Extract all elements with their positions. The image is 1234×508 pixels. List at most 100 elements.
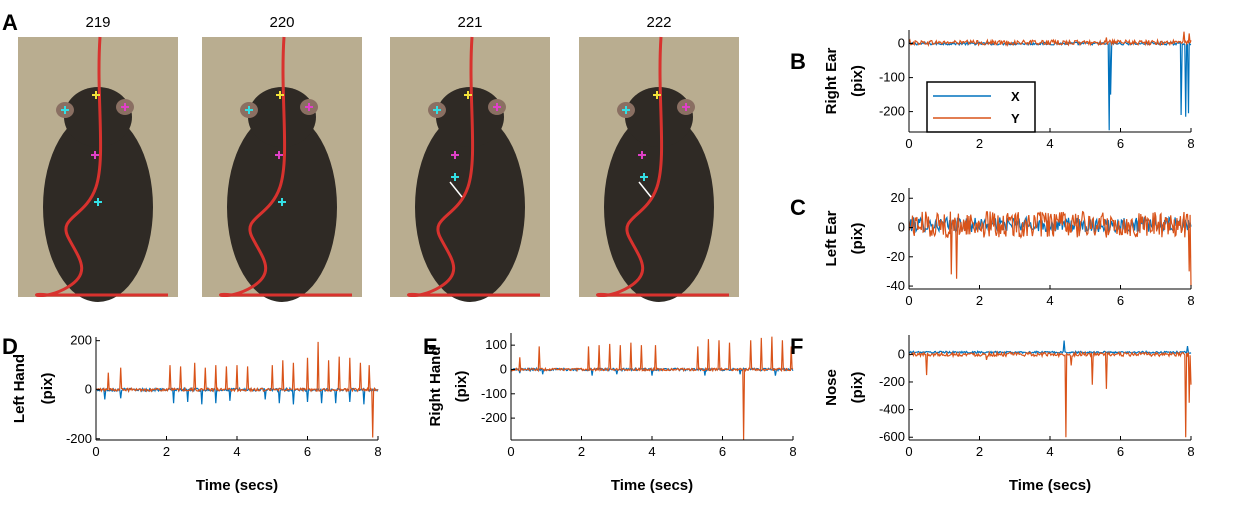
series-y-line [510, 336, 794, 441]
x-tick-label: 6 [304, 444, 311, 459]
mouse-body [227, 112, 337, 302]
y-tick-label: -200 [879, 104, 905, 119]
x-axis-label: Time (secs) [1009, 477, 1091, 494]
marker-nose [653, 91, 661, 99]
y-tick-label: 0 [898, 36, 905, 51]
y-axis-label: Nose [823, 369, 840, 406]
mouse-body [43, 112, 153, 302]
x-tick-label: 8 [789, 444, 796, 459]
y-axis-label: Right Hand [427, 347, 444, 427]
series-x-line [908, 340, 1192, 355]
y-tick-label: -200 [879, 374, 905, 389]
mouse-body [604, 112, 714, 302]
y-tick-label: -400 [879, 402, 905, 417]
marker-left-ear [493, 103, 501, 111]
y-tick-label: 0 [898, 346, 905, 361]
legend-label-y: Y [1011, 111, 1020, 126]
panel-a: A 219 220 221 222 [2, 10, 739, 302]
marker-nose [92, 91, 100, 99]
panel-letter: F [790, 334, 803, 359]
y-axis-label: (pix) [849, 223, 866, 255]
y-tick-label: -600 [879, 429, 905, 444]
hand-displacement-line [638, 181, 652, 198]
series-y-line [908, 210, 1192, 287]
y-tick-label: 0 [500, 361, 507, 376]
legend: XY [926, 81, 1036, 133]
panel-letter: B [790, 49, 806, 74]
legend-box [926, 81, 1036, 133]
frame-219: 219 [18, 14, 178, 302]
frame-number: 220 [269, 14, 294, 31]
marker-right-hand [94, 198, 102, 206]
y-tick-label: -20 [886, 249, 905, 264]
x-tick-label: 6 [1117, 444, 1124, 459]
x-tick-label: 8 [1187, 293, 1194, 308]
x-tick-label: 4 [1046, 136, 1053, 151]
marker-right-ear [245, 106, 253, 114]
y-tick-label: -40 [886, 278, 905, 293]
y-axis-label: Left Ear [823, 210, 840, 266]
panel-letter: E [423, 334, 438, 359]
x-tick-label: 6 [1117, 293, 1124, 308]
x-tick-label: 2 [976, 444, 983, 459]
marker-left-hand [638, 151, 646, 159]
marker-right-hand [278, 198, 286, 206]
marker-right-ear [61, 106, 69, 114]
y-tick-label: -100 [879, 70, 905, 85]
frame-number: 221 [457, 14, 482, 31]
y-tick-label: 20 [891, 190, 905, 205]
marker-left-hand [91, 151, 99, 159]
video-frames: 219 220 221 222 [18, 14, 739, 302]
panel-letter: C [790, 195, 806, 220]
x-tick-label: 0 [905, 444, 912, 459]
x-tick-label: 8 [1187, 136, 1194, 151]
y-tick-label: 100 [485, 337, 507, 352]
chart-b: B 0 2 4 6 8 0 -100 -200 Right Ear (pix) XY [790, 30, 1195, 151]
frame-number: 222 [646, 14, 671, 31]
mouse-tail [407, 36, 540, 298]
y-tick-label: -200 [481, 410, 507, 425]
marker-left-ear [305, 103, 313, 111]
x-tick-label: 4 [1046, 444, 1053, 459]
x-tick-label: 4 [233, 444, 240, 459]
x-tick-label: 2 [976, 136, 983, 151]
chart-f: F 0 2 4 6 8 0 -200 -400 -600 Nose (pix) Time (secs) [790, 334, 1195, 494]
chart-c: C 0 2 4 6 8 20 0 -20 -40 Left Ear (pix) [790, 188, 1195, 308]
x-tick-label: 2 [976, 293, 983, 308]
y-axis-label: (pix) [453, 371, 470, 403]
mouse-tail [596, 36, 729, 298]
y-tick-label: 0 [85, 382, 92, 397]
y-axis-label: (pix) [849, 65, 866, 97]
mouse-head [625, 87, 693, 147]
series-y-line [908, 31, 1192, 48]
mouse-tail [219, 36, 352, 298]
marker-left-hand [451, 151, 459, 159]
x-tick-label: 0 [92, 444, 99, 459]
marker-right-hand [640, 173, 648, 181]
y-tick-label: -200 [66, 431, 92, 446]
frame-221: 221 [390, 14, 550, 302]
marker-nose [464, 91, 472, 99]
y-tick-label: 0 [898, 220, 905, 235]
series-y-line [95, 341, 379, 438]
marker-nose [276, 91, 284, 99]
mouse-head [248, 87, 316, 147]
mouse-head [436, 87, 504, 147]
x-tick-label: 0 [507, 444, 514, 459]
x-tick-label: 4 [648, 444, 655, 459]
x-tick-label: 2 [578, 444, 585, 459]
y-axis-label: Right Ear [823, 48, 840, 115]
y-tick-label: 200 [70, 333, 92, 348]
y-axis-label: (pix) [849, 372, 866, 404]
chart-e: E 0 2 4 6 8 100 0 -100 -200 Right Hand (pix) Time (s… [423, 333, 797, 494]
x-tick-label: 8 [374, 444, 381, 459]
series-y-line [908, 350, 1192, 438]
x-axis-label: Time (secs) [196, 477, 278, 494]
panel-a-letter: A [2, 10, 18, 35]
x-tick-label: 2 [163, 444, 170, 459]
x-tick-label: 0 [905, 136, 912, 151]
hand-displacement-line [449, 181, 463, 198]
frame-number: 219 [85, 14, 110, 31]
